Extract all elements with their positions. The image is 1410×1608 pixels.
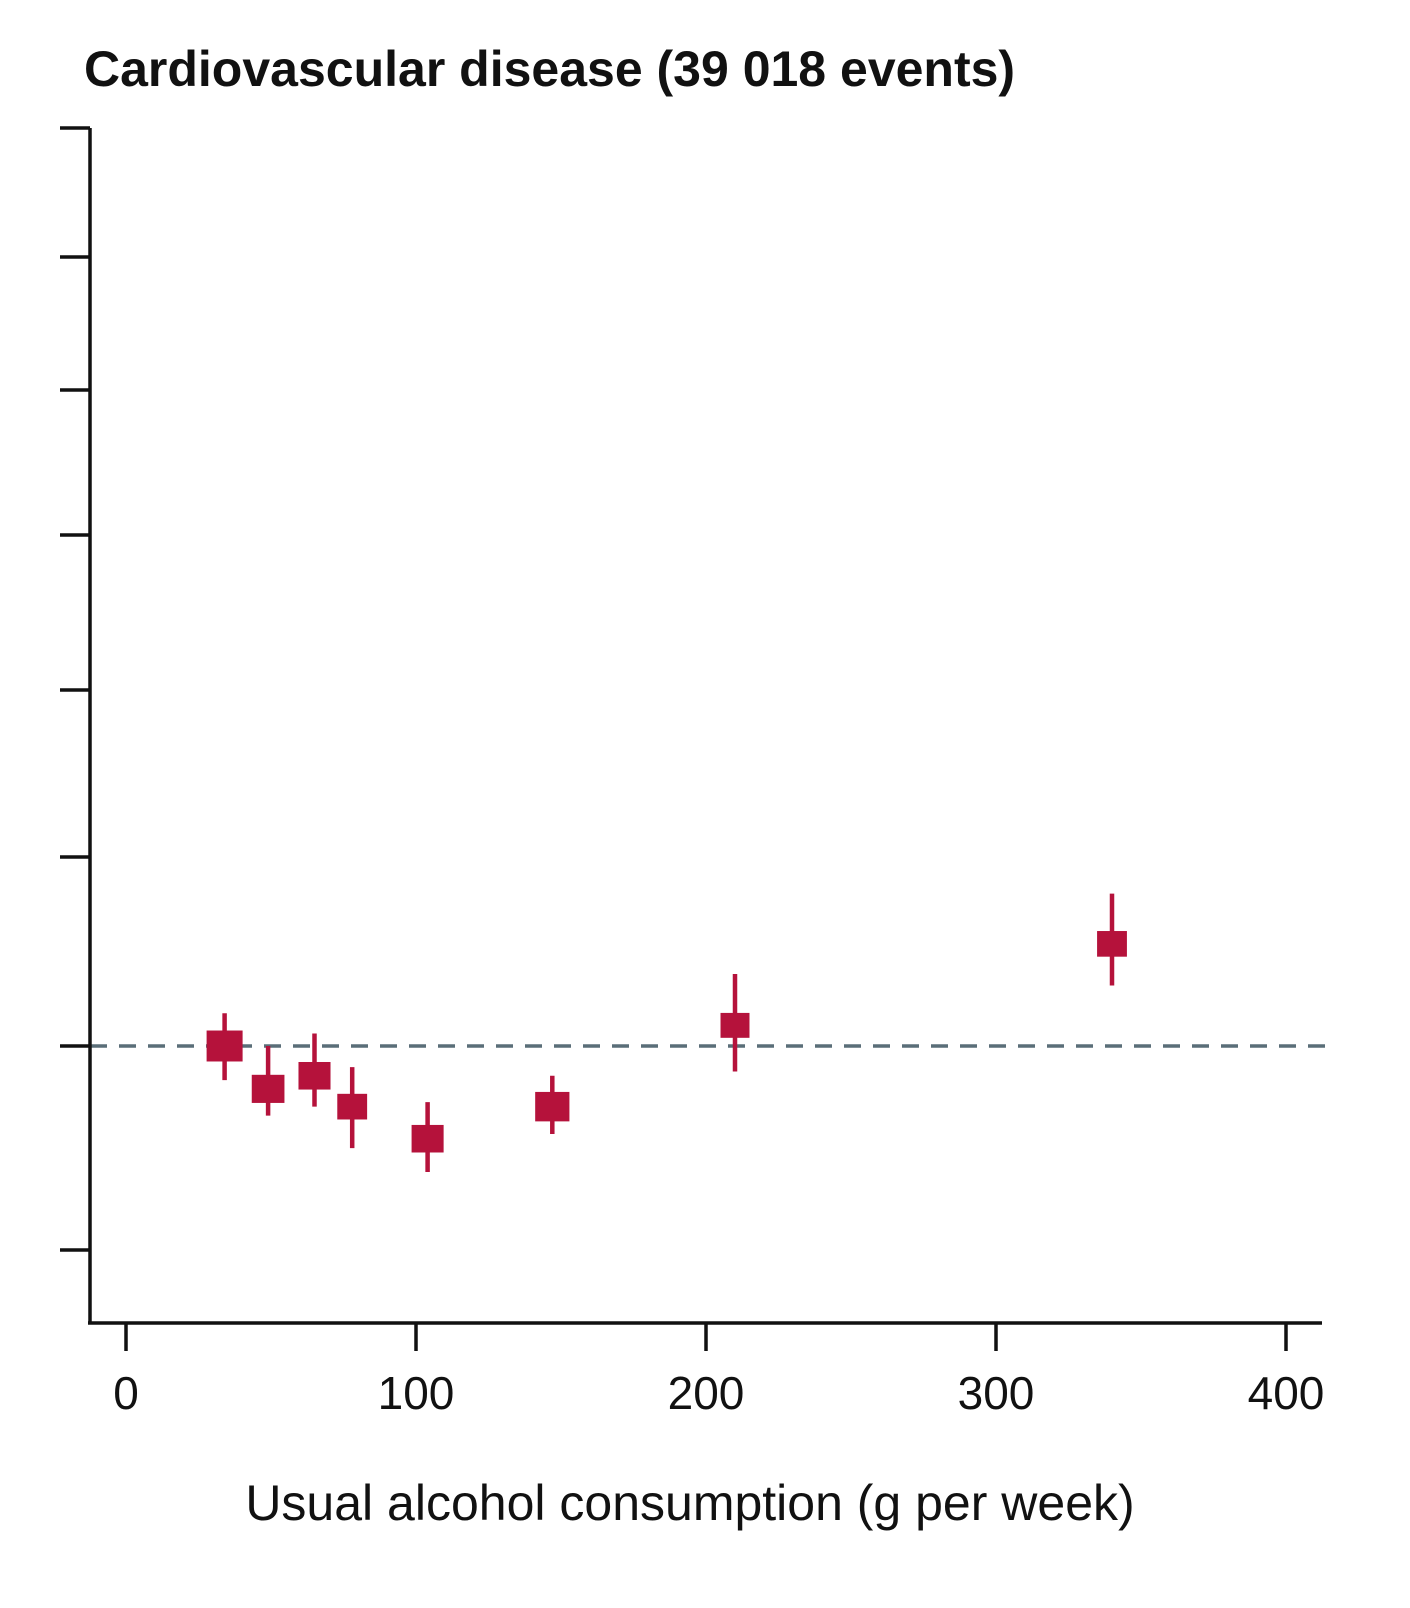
x-tick-label: 300 — [958, 1367, 1035, 1419]
data-point — [251, 1046, 285, 1116]
x-tick-label: 100 — [378, 1367, 455, 1419]
data-point — [535, 1075, 570, 1135]
x-tick-label: 0 — [113, 1367, 139, 1419]
data-point — [1097, 893, 1127, 986]
point-marker — [535, 1091, 570, 1122]
data-points — [206, 893, 1127, 1173]
point-marker — [720, 1012, 750, 1038]
point-marker — [251, 1074, 285, 1103]
x-axis-label: Usual alcohol consumption (g per week) — [245, 1475, 1134, 1531]
data-point — [298, 1033, 331, 1107]
point-marker — [206, 1030, 243, 1062]
data-point — [411, 1102, 444, 1173]
point-marker — [337, 1093, 368, 1120]
chart-title: Cardiovascular disease (39 018 events) — [84, 41, 1015, 97]
data-point — [720, 973, 750, 1072]
data-point — [337, 1067, 368, 1149]
x-tick-label: 400 — [1248, 1367, 1325, 1419]
point-marker — [1097, 931, 1127, 957]
point-marker — [411, 1124, 444, 1153]
data-point — [206, 1013, 243, 1081]
point-marker — [298, 1061, 331, 1090]
axes: 0 100 200 300 400 — [60, 126, 1325, 1419]
x-tick-label: 200 — [668, 1367, 745, 1419]
